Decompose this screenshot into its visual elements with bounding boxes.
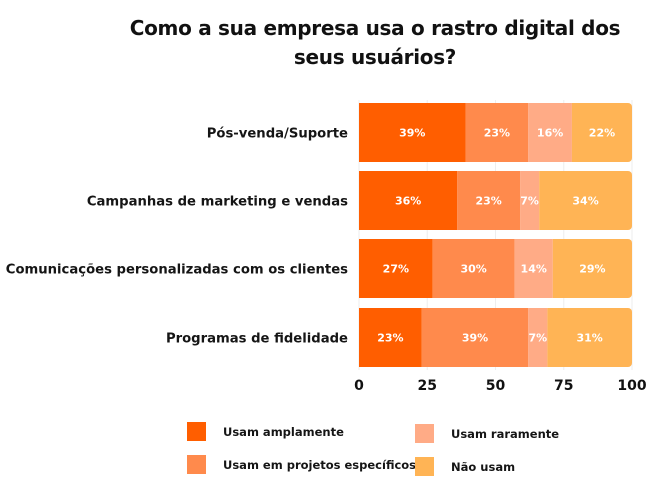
x-tick-label: 75 <box>554 378 573 394</box>
bar-segment <box>514 239 553 298</box>
category-label: Campanhas de marketing e vendas <box>87 195 348 210</box>
chart-title-line-1: Como a sua empresa usa o rastro digital … <box>129 16 621 40</box>
bar-segment <box>539 171 632 230</box>
data-label: 34% <box>572 195 598 208</box>
data-label: 23% <box>476 195 502 208</box>
bar-segment <box>359 239 433 298</box>
bar-segment <box>421 308 529 367</box>
legend-swatch <box>187 455 206 474</box>
legend-swatch <box>187 422 206 441</box>
legend-label: Usam amplamente <box>223 424 344 439</box>
category-label: Programas de fidelidade <box>166 332 348 347</box>
bar-segment <box>528 103 572 162</box>
chart-title-line-2: seus usuários? <box>293 45 457 69</box>
bar-segment <box>520 171 540 230</box>
data-label: 39% <box>399 127 425 140</box>
x-axis-ticks: 0 25 50 75 100 <box>354 378 647 394</box>
x-tick-label: 50 <box>486 378 506 394</box>
category-label: Pós-venda/Suporte <box>207 126 348 142</box>
data-label: 39% <box>462 332 488 345</box>
category-label: Comunicações personalizadas com os clien… <box>6 263 348 278</box>
chart-title: Como a sua empresa usa o rastro digital … <box>100 14 650 72</box>
bar-row <box>359 239 632 298</box>
bar-segment <box>465 103 529 162</box>
legend-swatch <box>415 424 434 443</box>
data-label: 36% <box>395 195 421 208</box>
data-label: 7% <box>520 195 539 208</box>
bar-segment <box>552 239 632 298</box>
x-tick-label: 100 <box>617 378 646 394</box>
legend-item-usam-amplamente: Usam amplamente <box>187 422 344 441</box>
x-tick-label: 0 <box>354 378 364 394</box>
legend-label: Não usam <box>451 459 516 474</box>
data-label: 22% <box>589 127 615 140</box>
data-label: 14% <box>521 263 547 276</box>
legend-label: Usam raramente <box>451 426 560 441</box>
data-label: 7% <box>528 332 547 345</box>
data-label: 23% <box>377 332 403 345</box>
legend-item-usam-em-projetos: Usam em projetos específicos <box>187 455 416 474</box>
bar-segment <box>432 239 515 298</box>
x-tick-label: 25 <box>418 378 437 394</box>
bar-row <box>359 103 632 162</box>
legend-label: Usam em projetos específicos <box>223 457 417 472</box>
legend-swatch <box>415 457 434 476</box>
bar-segment <box>359 308 422 367</box>
bar-segment <box>359 171 458 230</box>
data-label: 30% <box>460 263 486 276</box>
legend-item-nao-usam: Não usam <box>415 457 515 476</box>
data-label: 16% <box>537 127 563 140</box>
bar-segment <box>359 103 466 162</box>
bar-row <box>359 308 632 367</box>
data-label: 27% <box>383 263 409 276</box>
category-labels: Pós-venda/Suporte Campanhas de marketing … <box>6 126 348 347</box>
bars: 39% 23% 16% 22% 36% 23% 7% 34% 27% 30% 14% 29% 23% 39… <box>359 103 632 367</box>
data-label: 23% <box>484 127 510 140</box>
bar-segment <box>547 308 632 367</box>
data-label: 31% <box>577 332 603 345</box>
bar-segment <box>528 308 548 367</box>
bar-row <box>359 171 632 230</box>
bar-segment <box>457 171 521 230</box>
bar-segment <box>571 103 632 162</box>
legend-item-usam-raramente: Usam raramente <box>415 424 559 443</box>
data-label: 29% <box>579 263 605 276</box>
